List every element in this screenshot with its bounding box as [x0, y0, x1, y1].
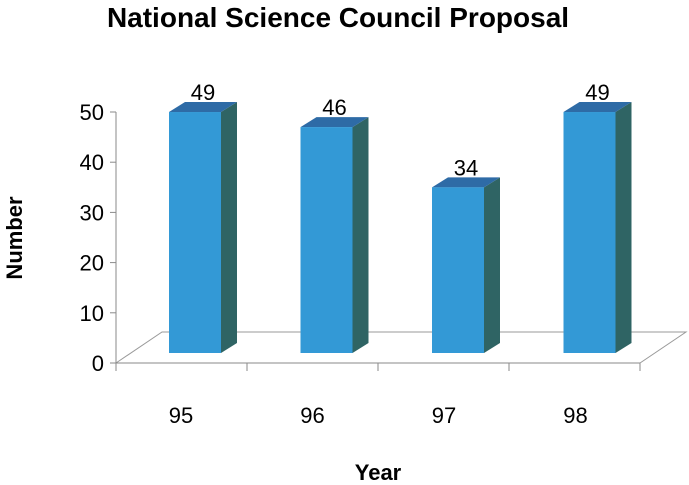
bar-98 [563, 102, 632, 354]
y-tick-label: 50 [80, 100, 104, 125]
axes [110, 111, 641, 371]
bar-front [169, 112, 221, 354]
bar-96 [300, 117, 369, 353]
bar-side [352, 117, 369, 353]
bar-front [563, 112, 616, 354]
chart-title: National Science Council Proposal [107, 2, 569, 33]
bar-front [300, 127, 353, 353]
bar-top [432, 177, 500, 188]
bar-95 [169, 102, 237, 354]
bar-side [615, 102, 632, 354]
y-axis-title: Number [2, 196, 27, 280]
data-label: 46 [322, 95, 346, 120]
y-tick-label: 10 [80, 301, 104, 326]
data-label: 34 [454, 155, 478, 180]
y-tick-label: 20 [80, 251, 104, 276]
bar-97 [432, 177, 500, 353]
x-tick-label: 96 [300, 403, 324, 428]
data-label: 49 [191, 80, 215, 105]
x-tick-label: 97 [432, 403, 456, 428]
data-labels: 49 46 34 49 [191, 80, 610, 180]
bar-top [300, 117, 369, 128]
bars [169, 102, 632, 354]
bar-side [221, 102, 237, 354]
bar-front [432, 187, 484, 353]
y-tick-label: 0 [92, 351, 104, 376]
bar-top [169, 102, 237, 113]
bar-side [484, 177, 500, 353]
x-axis-title: Year [355, 460, 402, 485]
bar-top [563, 102, 632, 113]
x-tick-label: 98 [563, 403, 587, 428]
tick-labels: 0 10 20 30 40 50 95 96 97 98 [80, 100, 588, 428]
y-tick-label: 40 [80, 150, 104, 175]
x-tick-label: 95 [169, 403, 193, 428]
data-label: 49 [585, 80, 609, 105]
y-tick-label: 30 [80, 200, 104, 225]
